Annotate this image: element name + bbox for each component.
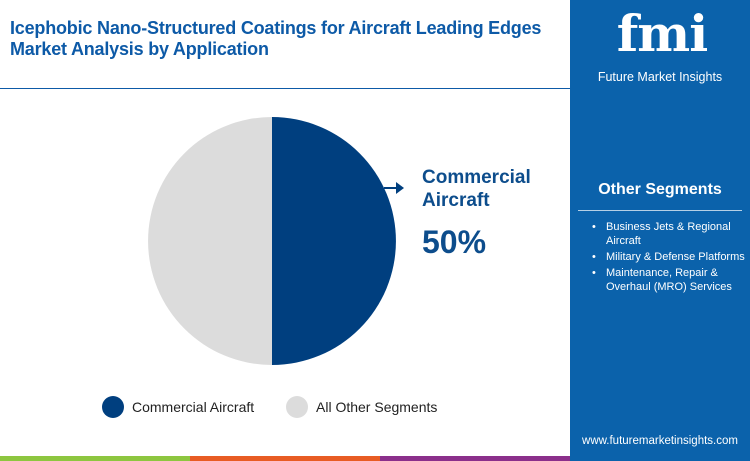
legend-item-commercial-aircraft: Commercial Aircraft [102,396,254,418]
website-link[interactable]: www.futuremarketinsights.com [582,435,738,447]
pie-slice-all-other-segments [148,117,272,365]
other-segments-heading: Other Segments [598,181,722,198]
pie-slice-commercial-aircraft [272,117,396,365]
legend-item-all-other-segments: All Other Segments [286,396,437,418]
list-item: Military & Defense Platforms [588,250,746,264]
list-item: Maintenance, Repair & Overhaul (MRO) Ser… [588,266,746,294]
color-bar-orange [190,456,380,461]
legend-swatch [286,396,308,418]
legend-label: All Other Segments [316,399,438,415]
divider [0,88,570,89]
legend-swatch [102,396,124,418]
other-segments-list: Business Jets & Regional Aircraft Milita… [588,220,746,296]
callout-arrow-icon [396,182,404,194]
color-bar-purple [380,456,570,461]
legend-label: Commercial Aircraft [132,399,255,415]
divider [578,210,742,211]
color-bar-green [0,456,190,461]
pie-chart [148,117,404,365]
chart-title: Icephobic Nano-Structured Coatings for A… [10,18,542,59]
list-item: Business Jets & Regional Aircraft [588,220,746,248]
callout-value: 50% [422,224,487,260]
callout-label: Commercial Aircraft [422,167,531,211]
brand-name: Future Market Insights [597,70,723,84]
fmi-logo: fmi [616,6,708,62]
